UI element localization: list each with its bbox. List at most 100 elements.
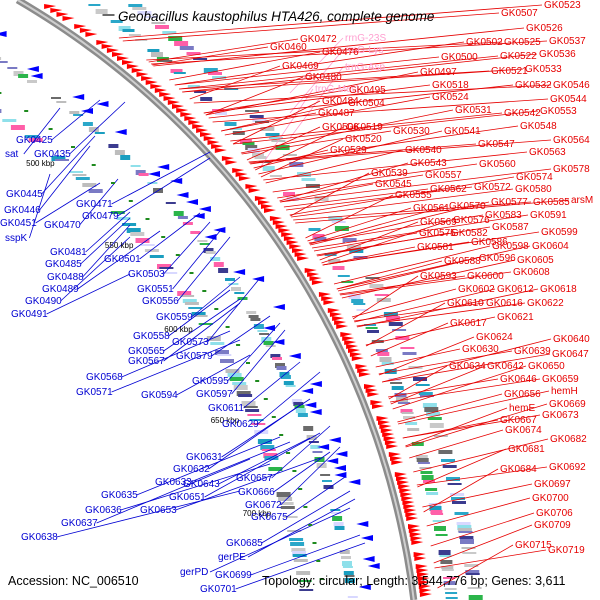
gc-skew-mark (214, 308, 219, 310)
feature-band-inner-left (272, 357, 282, 360)
feature-band-inner-left (332, 516, 343, 521)
forward-gene-leader (249, 139, 552, 164)
gc-skew-mark (225, 326, 230, 328)
reverse-gene-leader (56, 490, 241, 538)
feature-band-inner-right (348, 294, 361, 299)
forward-gene-arrow (79, 28, 92, 33)
feature-band-outer-right (249, 115, 264, 118)
feature-band-outer-left (278, 497, 293, 501)
feature-band-inner-left (73, 114, 84, 116)
forward-gene-arrow (286, 240, 299, 245)
feature-band-outer-right (451, 497, 465, 500)
forward-gene-arrow (386, 444, 399, 449)
forward-gene-arrow (304, 268, 317, 273)
feature-band-outer-right (297, 172, 311, 177)
feature-band-inner-right (147, 49, 160, 52)
reverse-gene-label: GK0565 (128, 346, 165, 357)
feature-band-inner-left (190, 231, 201, 234)
feature-band-inner-right (435, 534, 448, 536)
feature-band-inner-right (441, 566, 454, 569)
forward-gene-leader (405, 407, 508, 447)
feature-band-inner-left (283, 381, 294, 385)
forward-gene-arrow (336, 324, 349, 329)
forward-gene-label: GK0506 (322, 122, 359, 133)
forward-gene-leader (339, 275, 466, 295)
feature-band-outer-left (28, 138, 43, 142)
gc-skew-mark (189, 272, 194, 274)
reverse-gene-arrow (309, 409, 322, 415)
feature-band-inner-right (308, 228, 321, 231)
forward-gene-label: GK0673 (542, 410, 579, 421)
feature-band-inner-left (259, 333, 270, 335)
reverse-gene-leader (168, 289, 231, 337)
feature-band-inner-left (210, 257, 221, 261)
feature-band-outer-left (182, 299, 197, 303)
forward-gene-arrow (309, 276, 322, 281)
feature-band-outer-left (193, 315, 208, 317)
forward-gene-label: GK0561 (413, 203, 450, 214)
feature-band-inner-left (94, 132, 105, 134)
feature-band-outer-right (452, 501, 466, 504)
reverse-gene-label: GK0633 (155, 477, 192, 488)
forward-gene-leader (375, 348, 461, 368)
forward-gene-label: GK0586 (471, 237, 508, 248)
forward-gene-arrow (416, 568, 429, 573)
forward-gene-label: GK0504 (348, 98, 385, 109)
feature-band-inner-left (343, 571, 354, 575)
forward-gene-leader (293, 201, 532, 221)
forward-gene-label: GK0640 (553, 334, 590, 345)
forward-gene-arrow (294, 252, 307, 257)
forward-gene-label: GK0563 (529, 147, 566, 158)
forward-gene-leader (322, 241, 470, 266)
forward-gene-arrow (414, 556, 427, 561)
gc-skew-mark (202, 290, 207, 292)
feature-band-inner-right (128, 34, 141, 36)
feature-band-outer-right (457, 525, 472, 530)
forward-gene-arrow (297, 256, 310, 261)
feature-band-inner-right (290, 202, 303, 207)
forward-gene-label: GK0545 (375, 179, 412, 190)
forward-gene-arrow (176, 108, 189, 113)
reverse-gene-label: GK0653 (140, 505, 177, 516)
feature-band-outer-right (465, 570, 480, 574)
reverse-gene-label: GK0559 (156, 312, 193, 323)
feature-band-outer-right (260, 127, 275, 131)
feature-band-outer-left (135, 238, 150, 243)
feature-band-outer-left (72, 174, 87, 176)
reverse-gene-label: GK0666 (238, 487, 275, 498)
feature-band-outer-left (206, 336, 221, 341)
gc-skew-mark (0, 92, 2, 94)
forward-gene-arrow (357, 368, 370, 373)
feature-band-inner-right (416, 458, 429, 462)
forward-gene-leader (286, 186, 473, 211)
feature-band-inner-right (379, 357, 392, 362)
feature-band-inner-right (375, 349, 388, 352)
forward-gene-arrow (346, 344, 359, 349)
forward-gene-leader (437, 544, 514, 589)
feature-band-inner-left (213, 262, 224, 267)
forward-gene-label: GK0520 (345, 134, 382, 145)
feature-band-inner-left (339, 550, 350, 554)
feature-band-inner-left (177, 216, 188, 219)
forward-gene-arrow (410, 536, 423, 541)
feature-band-inner-right (438, 550, 451, 555)
feature-band-outer-left (215, 350, 229, 355)
reverse-gene-leader (136, 436, 281, 496)
feature-band-inner-left (125, 160, 136, 165)
feature-band-outer-right (282, 154, 297, 156)
forward-gene-label: GK0487 (318, 108, 355, 119)
reverse-gene-arrow (328, 437, 341, 443)
feature-band-outer-right (245, 110, 260, 112)
forward-gene-arrow (50, 8, 63, 13)
forward-gene-leader (308, 214, 484, 244)
feature-band-inner-right (173, 72, 186, 74)
feature-band-inner-right (102, 14, 115, 16)
forward-gene-leader (356, 302, 526, 327)
feature-band-inner-left (342, 566, 353, 568)
feature-band-outer-right (334, 226, 349, 231)
forward-gene-arrow (245, 184, 258, 189)
feature-band-inner-right (341, 281, 354, 283)
feature-band-inner-left (312, 451, 323, 453)
forward-gene-arrow (136, 72, 149, 77)
forward-gene-arrow (225, 160, 238, 165)
